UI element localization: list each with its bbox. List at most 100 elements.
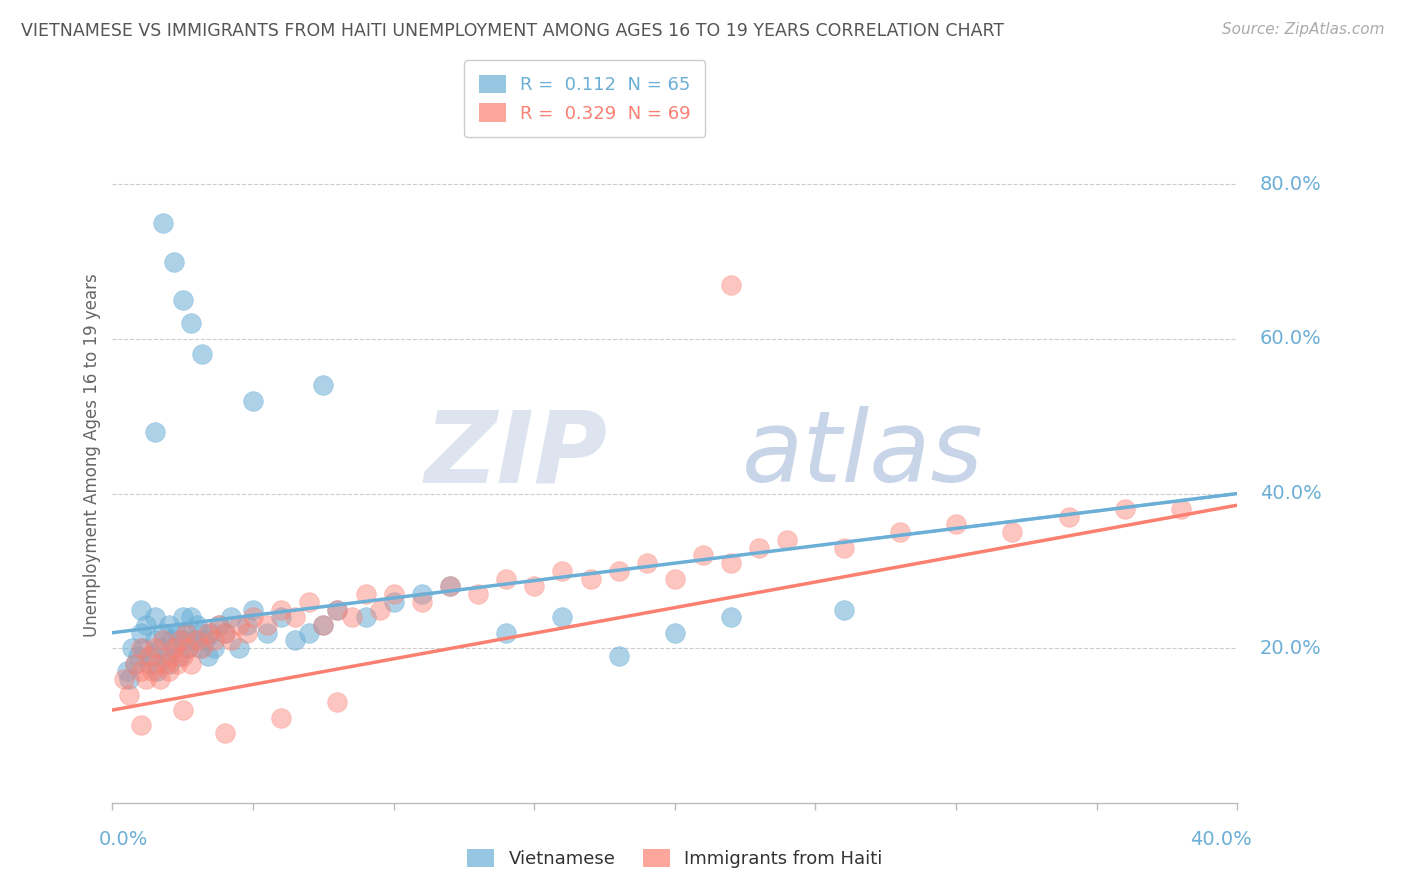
- Point: [326, 602, 349, 616]
- Point: [191, 625, 214, 640]
- Point: [208, 618, 231, 632]
- Point: [129, 641, 152, 656]
- Point: [138, 648, 160, 663]
- Point: [270, 711, 292, 725]
- Point: [467, 587, 489, 601]
- Point: [607, 564, 630, 578]
- Point: [169, 633, 191, 648]
- Point: [1170, 502, 1192, 516]
- Point: [340, 610, 363, 624]
- Point: [141, 648, 163, 663]
- Point: [720, 277, 742, 292]
- Point: [174, 625, 197, 640]
- Point: [186, 633, 208, 648]
- Point: [312, 618, 335, 632]
- Point: [607, 648, 630, 663]
- Point: [172, 648, 194, 663]
- Point: [112, 672, 135, 686]
- Point: [832, 602, 855, 616]
- Point: [146, 665, 169, 679]
- Point: [354, 587, 377, 601]
- Point: [1114, 502, 1136, 516]
- Point: [191, 347, 214, 361]
- Point: [138, 657, 160, 671]
- Point: [163, 641, 186, 656]
- Point: [172, 610, 194, 624]
- Point: [191, 641, 214, 656]
- Point: [354, 610, 377, 624]
- Point: [720, 610, 742, 624]
- Point: [214, 625, 236, 640]
- Point: [129, 718, 152, 732]
- Point: [155, 657, 177, 671]
- Point: [298, 625, 321, 640]
- Point: [183, 633, 205, 648]
- Point: [155, 648, 177, 663]
- Point: [197, 648, 219, 663]
- Point: [160, 633, 183, 648]
- Point: [197, 625, 219, 640]
- Point: [236, 625, 259, 640]
- Point: [202, 633, 225, 648]
- Legend: Vietnamese, Immigrants from Haiti: Vietnamese, Immigrants from Haiti: [458, 840, 891, 877]
- Text: 20.0%: 20.0%: [1260, 639, 1322, 657]
- Text: VIETNAMESE VS IMMIGRANTS FROM HAITI UNEMPLOYMENT AMONG AGES 16 TO 19 YEARS CORRE: VIETNAMESE VS IMMIGRANTS FROM HAITI UNEM…: [21, 22, 1004, 40]
- Point: [163, 254, 186, 268]
- Point: [143, 633, 166, 648]
- Point: [523, 579, 546, 593]
- Point: [121, 641, 143, 656]
- Point: [157, 618, 180, 632]
- Point: [889, 525, 911, 540]
- Point: [228, 641, 250, 656]
- Point: [214, 625, 236, 640]
- Point: [256, 618, 278, 632]
- Point: [720, 556, 742, 570]
- Point: [219, 633, 242, 648]
- Text: 80.0%: 80.0%: [1260, 175, 1322, 194]
- Point: [382, 595, 405, 609]
- Point: [132, 641, 155, 656]
- Point: [776, 533, 799, 547]
- Point: [194, 633, 217, 648]
- Point: [166, 625, 188, 640]
- Point: [242, 393, 264, 408]
- Point: [160, 648, 183, 663]
- Point: [149, 672, 172, 686]
- Point: [129, 665, 152, 679]
- Text: 40.0%: 40.0%: [1260, 484, 1322, 503]
- Point: [411, 587, 433, 601]
- Point: [143, 425, 166, 439]
- Point: [118, 688, 141, 702]
- Point: [495, 625, 517, 640]
- Point: [143, 610, 166, 624]
- Point: [551, 610, 574, 624]
- Point: [115, 665, 138, 679]
- Text: atlas: atlas: [742, 407, 984, 503]
- Point: [579, 572, 602, 586]
- Point: [129, 625, 152, 640]
- Point: [174, 625, 197, 640]
- Point: [180, 317, 202, 331]
- Point: [270, 610, 292, 624]
- Point: [945, 517, 967, 532]
- Point: [1001, 525, 1024, 540]
- Point: [664, 572, 686, 586]
- Point: [368, 602, 391, 616]
- Point: [172, 633, 194, 648]
- Point: [208, 618, 231, 632]
- Point: [636, 556, 658, 570]
- Point: [495, 572, 517, 586]
- Point: [439, 579, 461, 593]
- Point: [270, 602, 292, 616]
- Point: [200, 625, 222, 640]
- Point: [326, 695, 349, 709]
- Point: [188, 641, 211, 656]
- Point: [172, 703, 194, 717]
- Point: [166, 657, 188, 671]
- Point: [832, 541, 855, 555]
- Point: [177, 641, 200, 656]
- Point: [124, 657, 146, 671]
- Point: [551, 564, 574, 578]
- Point: [118, 672, 141, 686]
- Point: [180, 657, 202, 671]
